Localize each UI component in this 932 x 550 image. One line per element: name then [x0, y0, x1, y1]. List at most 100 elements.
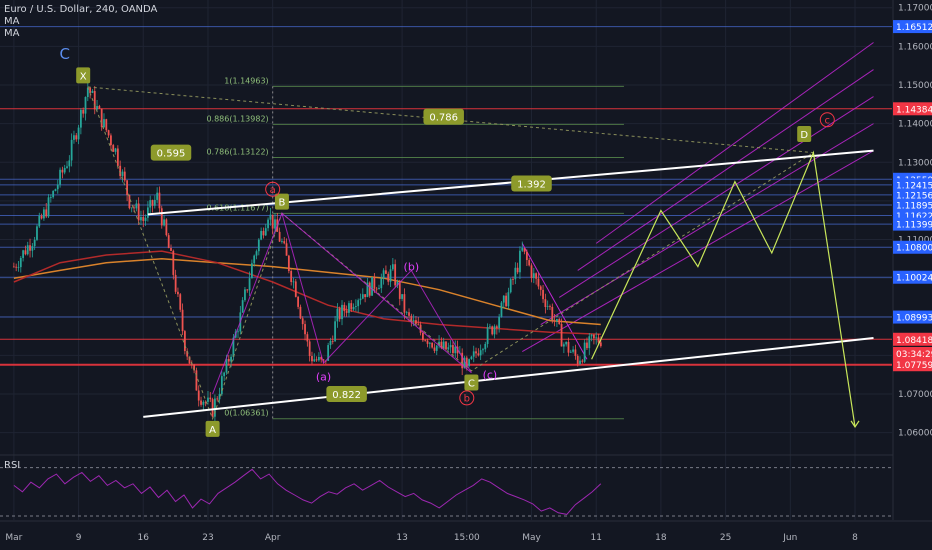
ratio-badge	[326, 386, 367, 403]
candle-body	[398, 282, 401, 299]
candle-body	[461, 352, 464, 369]
candle-body	[63, 167, 66, 173]
candle-body	[89, 87, 92, 93]
candle-body	[514, 267, 517, 280]
candle-body	[283, 241, 286, 244]
candle-body	[223, 372, 226, 377]
time-tick: 11	[590, 533, 601, 543]
candle-body	[211, 399, 214, 417]
time-axis-bg	[0, 521, 932, 550]
candle-body	[535, 273, 538, 279]
candle-body	[116, 148, 119, 166]
candle-body	[73, 135, 75, 140]
candle-body	[29, 245, 31, 251]
candle-body	[77, 127, 80, 140]
indicator-ma-1[interactable]: MA	[4, 16, 20, 27]
candle-body	[447, 347, 450, 350]
candle-body	[341, 304, 343, 320]
candle-body	[336, 308, 339, 322]
time-tick: 16	[138, 533, 150, 543]
candle-body	[523, 248, 526, 252]
candle-body	[61, 169, 64, 173]
pattern-xd	[87, 86, 814, 154]
rsi-title: RSI	[4, 460, 20, 471]
candle-body	[12, 266, 15, 268]
candle-body	[172, 250, 175, 275]
candle-body	[86, 87, 89, 98]
candle-body	[442, 341, 445, 349]
candle-body	[112, 145, 115, 152]
candle-body	[202, 401, 205, 405]
point-badge	[76, 67, 91, 84]
candle-body	[193, 364, 196, 371]
candle-body	[366, 282, 369, 298]
candle-body	[539, 286, 542, 290]
candle-body	[345, 311, 348, 313]
candle-body	[160, 208, 163, 226]
price-tick: 1.07000	[898, 390, 932, 400]
price-tag-label: 1.12415	[896, 181, 932, 191]
candle-body	[394, 264, 397, 286]
price-tag	[893, 20, 932, 34]
wave-circle	[819, 112, 835, 128]
price-tick: 1.06000	[898, 429, 932, 439]
candle-body	[281, 241, 283, 242]
candle-body	[197, 390, 200, 401]
candle-body	[214, 398, 216, 417]
candle-body	[502, 295, 505, 303]
candle-body	[556, 318, 558, 322]
candle-body	[509, 279, 512, 293]
time-tick: 15:00	[454, 533, 480, 543]
candle-body	[484, 343, 487, 350]
indicator-ma-2[interactable]: MA	[4, 28, 20, 39]
price-axis: 1.170001.160001.150001.140001.130001.120…	[892, 0, 932, 520]
forecast-arrowhead	[850, 420, 860, 428]
point-badge	[797, 126, 812, 143]
candle-body	[167, 235, 170, 249]
fib-label: 1(1.14963)	[224, 76, 268, 85]
candle-body	[297, 296, 300, 307]
price-tag-label: 1.10024	[896, 274, 932, 284]
candle-body	[156, 192, 159, 200]
wave-circle	[459, 390, 475, 406]
channel-line	[558, 96, 874, 298]
candle-body	[318, 356, 320, 361]
candle-body	[565, 341, 568, 345]
candle-body	[354, 306, 357, 308]
subwave-label: (c)	[483, 369, 498, 382]
candle-body	[158, 192, 161, 209]
candle-body	[417, 323, 420, 325]
candle-body	[294, 281, 297, 297]
candle-body	[329, 340, 332, 346]
time-tick: 13	[396, 533, 407, 543]
candle-body	[588, 336, 591, 349]
candle-body	[331, 340, 334, 342]
candle-body	[146, 207, 149, 218]
candle-body	[82, 109, 85, 114]
candle-body	[267, 219, 269, 229]
candle-body	[59, 169, 61, 185]
candle-body	[562, 344, 565, 347]
price-tag	[893, 188, 932, 202]
time-tick: 9	[76, 533, 82, 543]
point-label: C	[468, 378, 475, 389]
trendline	[143, 337, 874, 418]
point-label: A	[209, 425, 216, 436]
candle-body	[368, 282, 371, 296]
candle-body	[66, 166, 68, 168]
candle-body	[227, 358, 230, 362]
candle-body	[421, 332, 424, 341]
ratio-label: 0.786	[429, 113, 458, 124]
candle-body	[128, 194, 131, 209]
candle-body	[449, 345, 452, 348]
time-tick: May	[522, 533, 541, 543]
channel-line	[595, 42, 874, 244]
candle-body	[207, 397, 209, 402]
candle-body	[188, 356, 191, 364]
candle-body	[507, 292, 510, 307]
candle-body	[475, 351, 477, 354]
candle-body	[470, 356, 473, 360]
candle-body	[179, 294, 182, 310]
candle-body	[433, 347, 436, 351]
